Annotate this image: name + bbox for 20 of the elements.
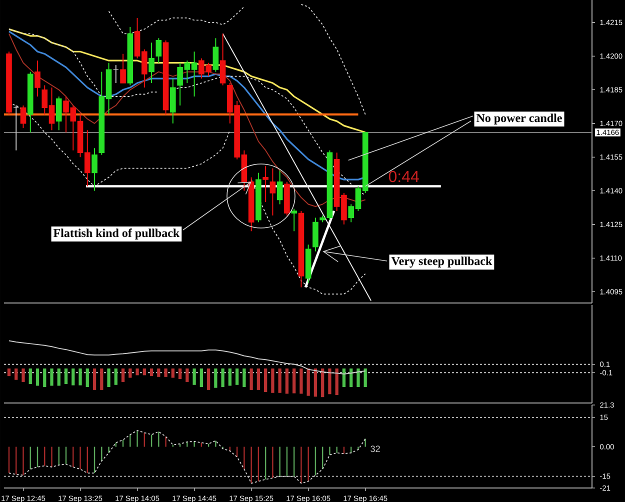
- candlestick: [20, 104, 26, 128]
- candlestick: [148, 42, 154, 84]
- annotation: Very steep pullback: [391, 256, 492, 268]
- candlestick: [92, 148, 98, 192]
- candlestick: [212, 38, 219, 72]
- annotation: Flattish kind of pullback: [53, 228, 180, 240]
- annotation: 32: [370, 446, 380, 452]
- candlestick: [220, 33, 226, 86]
- candlestick: [34, 60, 40, 98]
- candlestick: [120, 53, 126, 84]
- candlestick: [291, 208, 297, 232]
- candlestick: [113, 64, 119, 84]
- candlestick: [270, 168, 276, 216]
- annotation: No power candle: [476, 114, 562, 125]
- candlestick: [262, 166, 268, 202]
- annotation: 0:44: [388, 170, 419, 182]
- candlestick: [56, 96, 62, 131]
- candlestick: [13, 104, 20, 151]
- candlestick: [156, 38, 162, 64]
- candlestick: [276, 170, 283, 205]
